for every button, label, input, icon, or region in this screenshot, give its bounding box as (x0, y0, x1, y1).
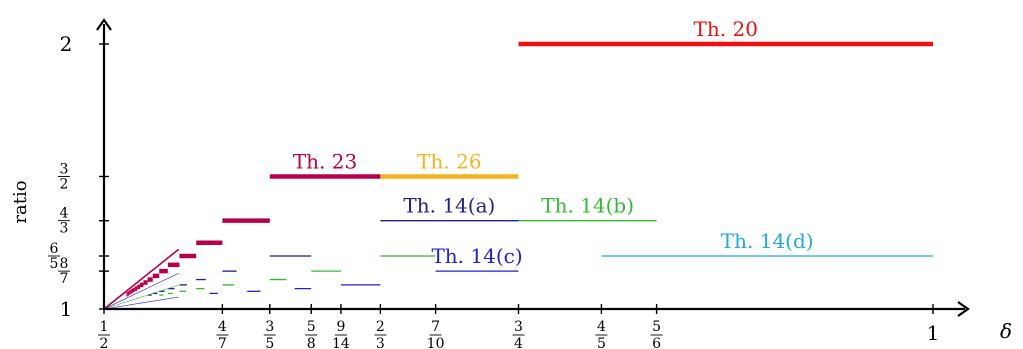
series-label-5: Th. 14(c) (431, 244, 522, 268)
x-tick-label-den-7: 4 (514, 336, 523, 349)
series-label-2: Th. 26 (417, 150, 481, 174)
x-tick-label-den-5: 3 (376, 336, 385, 349)
y-tick-label-num-4: 3 (60, 162, 69, 178)
x-tick-label-num-6: 7 (431, 319, 440, 335)
x-tick-label-den-4: 14 (332, 336, 350, 349)
x-tick-label-den-8: 5 (597, 336, 606, 349)
x-tick-label-num-7: 3 (514, 319, 523, 335)
fan-line-0 (103, 248, 180, 310)
x-axis-label: δ (1000, 319, 1012, 343)
fan-line-2 (103, 284, 179, 310)
y-tick-label-num-1: 8 (60, 256, 69, 272)
x-tick-label-den-2: 5 (265, 336, 274, 349)
series-label-0: Th. 20 (694, 17, 758, 41)
x-tick-label-num-2: 3 (265, 319, 274, 335)
y-axis-label: ratio (10, 180, 31, 223)
chart-axes (96, 18, 970, 317)
y-tick-label-num-2: 6 (50, 241, 59, 257)
x-tick-label-num-4: 9 (336, 319, 345, 335)
series-label-6: Th. 14(d) (721, 229, 814, 253)
x-tick-label-10: 1 (927, 321, 940, 345)
y-tick-label-num-3: 4 (60, 206, 69, 222)
x-tick-label-num-3: 5 (307, 319, 316, 335)
fan-line-1 (103, 272, 179, 310)
fan-line-3 (103, 296, 179, 310)
series-label-4: Th. 14(b) (541, 194, 634, 218)
x-tick-label-num-1: 4 (218, 319, 227, 335)
x-tick-label-num-9: 5 (652, 319, 661, 335)
series-label-3: Th. 14(a) (403, 194, 495, 218)
annotations: Th. 20 Th. 23 Th. 26 Th. 14(a) Th. 14(b) Th. … (293, 17, 814, 268)
y-tick-label-0: 1 (60, 297, 73, 321)
y-tick-label-den-2: 5 (50, 256, 59, 272)
y-tick-label-den-3: 3 (60, 221, 69, 237)
x-tick-label-den-6: 10 (427, 336, 445, 349)
x-tick-label-num-5: 2 (376, 319, 385, 335)
x-axis-arrow (957, 301, 970, 317)
y-tick-label-den-1: 7 (60, 271, 69, 287)
x-tick-label-den-3: 8 (307, 336, 316, 349)
series-label-1: Th. 23 (293, 150, 357, 174)
x-tick-label-den-1: 7 (218, 336, 227, 349)
chart-marks (103, 41, 933, 310)
x-tick-label-num-8: 4 (597, 319, 606, 335)
y-tick-label-5: 2 (60, 32, 73, 56)
y-axis-arrow (96, 18, 112, 31)
x-tick-label-den-9: 6 (652, 336, 661, 349)
x-tick-label-num-0: 1 (100, 319, 109, 335)
x-tick-label-den-0: 2 (100, 336, 109, 349)
y-tick-label-den-4: 2 (60, 177, 69, 193)
